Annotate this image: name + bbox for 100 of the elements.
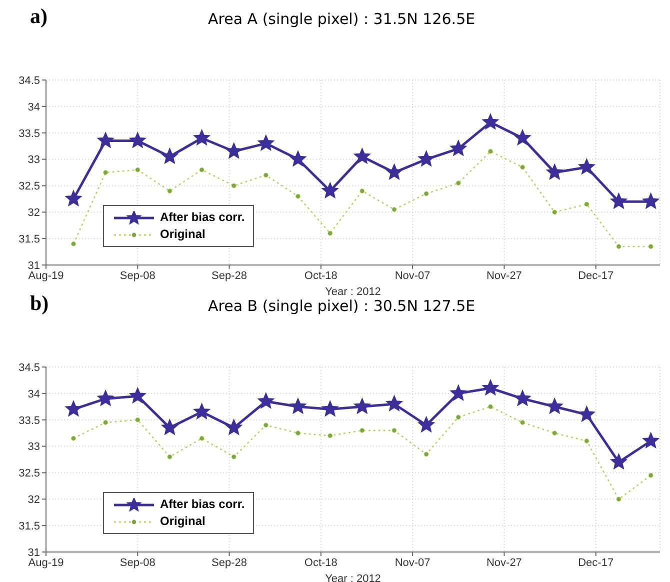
point	[231, 183, 236, 188]
x-tick-label: Sep-28	[212, 270, 248, 282]
x-tick-label: Nov-07	[394, 270, 430, 282]
point	[520, 420, 525, 425]
point	[488, 404, 493, 410]
point	[71, 241, 76, 246]
x-tick-label: Nov-27	[486, 270, 522, 282]
y-tick-label: 31	[28, 546, 40, 559]
point	[135, 167, 140, 172]
y-tick-label: 33.5	[18, 414, 40, 427]
point	[199, 167, 204, 172]
x-tick-label: Dec-17	[578, 556, 614, 569]
x-axis-title: Year : 2012	[325, 573, 381, 582]
point	[194, 130, 210, 146]
point	[514, 390, 531, 406]
point	[97, 390, 114, 406]
x-tick-label: Oct-18	[304, 556, 338, 569]
point	[546, 164, 563, 180]
point	[424, 191, 429, 196]
point	[290, 398, 306, 414]
point	[65, 400, 82, 416]
point	[584, 202, 590, 207]
point	[354, 148, 370, 164]
point	[610, 454, 627, 470]
point	[642, 432, 659, 448]
legend-label: Original	[160, 513, 206, 530]
point	[456, 414, 461, 420]
point	[514, 130, 531, 146]
point	[199, 436, 204, 441]
point	[360, 188, 365, 194]
point	[354, 398, 370, 414]
point	[135, 417, 140, 422]
x-tick-label: Aug-19	[28, 270, 64, 282]
point	[296, 194, 300, 199]
point	[103, 170, 108, 175]
point	[552, 430, 558, 436]
point	[263, 172, 268, 178]
point	[386, 396, 402, 411]
x-tick-label: Dec-17	[578, 270, 614, 282]
y-tick-label: 34.5	[18, 74, 40, 87]
point	[552, 210, 558, 215]
point	[328, 433, 333, 438]
point	[322, 400, 338, 416]
point	[226, 142, 242, 158]
point	[616, 244, 622, 249]
x-tick-label: Nov-07	[394, 556, 430, 569]
point	[103, 420, 108, 425]
chart-title: Area A (single pixel) : 31.5N 126.5E	[208, 10, 476, 28]
point	[488, 148, 493, 154]
point	[322, 182, 338, 198]
point	[162, 148, 178, 164]
point	[231, 454, 236, 460]
x-tick-label: Sep-08	[120, 556, 156, 569]
point	[424, 452, 429, 457]
y-tick-label: 33.5	[18, 128, 40, 140]
y-tick-label: 33	[28, 441, 40, 454]
point	[584, 438, 590, 444]
point	[360, 428, 365, 433]
legend-label: After bias corr.	[160, 496, 245, 513]
y-tick-label: 34	[28, 101, 40, 114]
point	[610, 193, 627, 209]
y-tick-label: 33	[28, 154, 40, 166]
point	[167, 188, 172, 194]
point	[167, 454, 172, 460]
y-tick-label: 31	[28, 260, 40, 272]
point	[226, 419, 242, 435]
point	[130, 388, 146, 404]
point	[482, 114, 499, 130]
y-tick-label: 32	[28, 494, 40, 506]
point	[642, 193, 659, 209]
point	[162, 419, 178, 435]
point	[296, 430, 300, 436]
point	[328, 230, 333, 236]
x-tick-label: Oct-18	[304, 270, 338, 282]
x-tick-label: Nov-27	[486, 556, 522, 569]
point	[450, 140, 466, 156]
point	[648, 244, 654, 249]
point	[97, 132, 114, 148]
point	[392, 207, 397, 212]
y-tick-label: 32	[28, 207, 40, 220]
point	[578, 158, 595, 174]
point	[482, 380, 499, 396]
point	[456, 180, 461, 186]
text: a)	[30, 4, 48, 29]
y-tick-label: 32.5	[18, 468, 40, 480]
point	[616, 496, 622, 502]
x-axis-title: Year : 2012	[325, 286, 381, 298]
point	[290, 150, 306, 166]
point	[258, 134, 274, 150]
point	[65, 190, 82, 206]
legend-label: Original	[160, 226, 206, 243]
point	[71, 436, 76, 441]
y-tick-label: 31.5	[18, 233, 40, 246]
y-tick-label: 31.5	[18, 520, 40, 532]
point	[418, 416, 434, 432]
point	[546, 398, 563, 414]
point	[386, 164, 402, 180]
point	[520, 164, 525, 170]
point	[263, 422, 268, 428]
point	[194, 403, 210, 419]
